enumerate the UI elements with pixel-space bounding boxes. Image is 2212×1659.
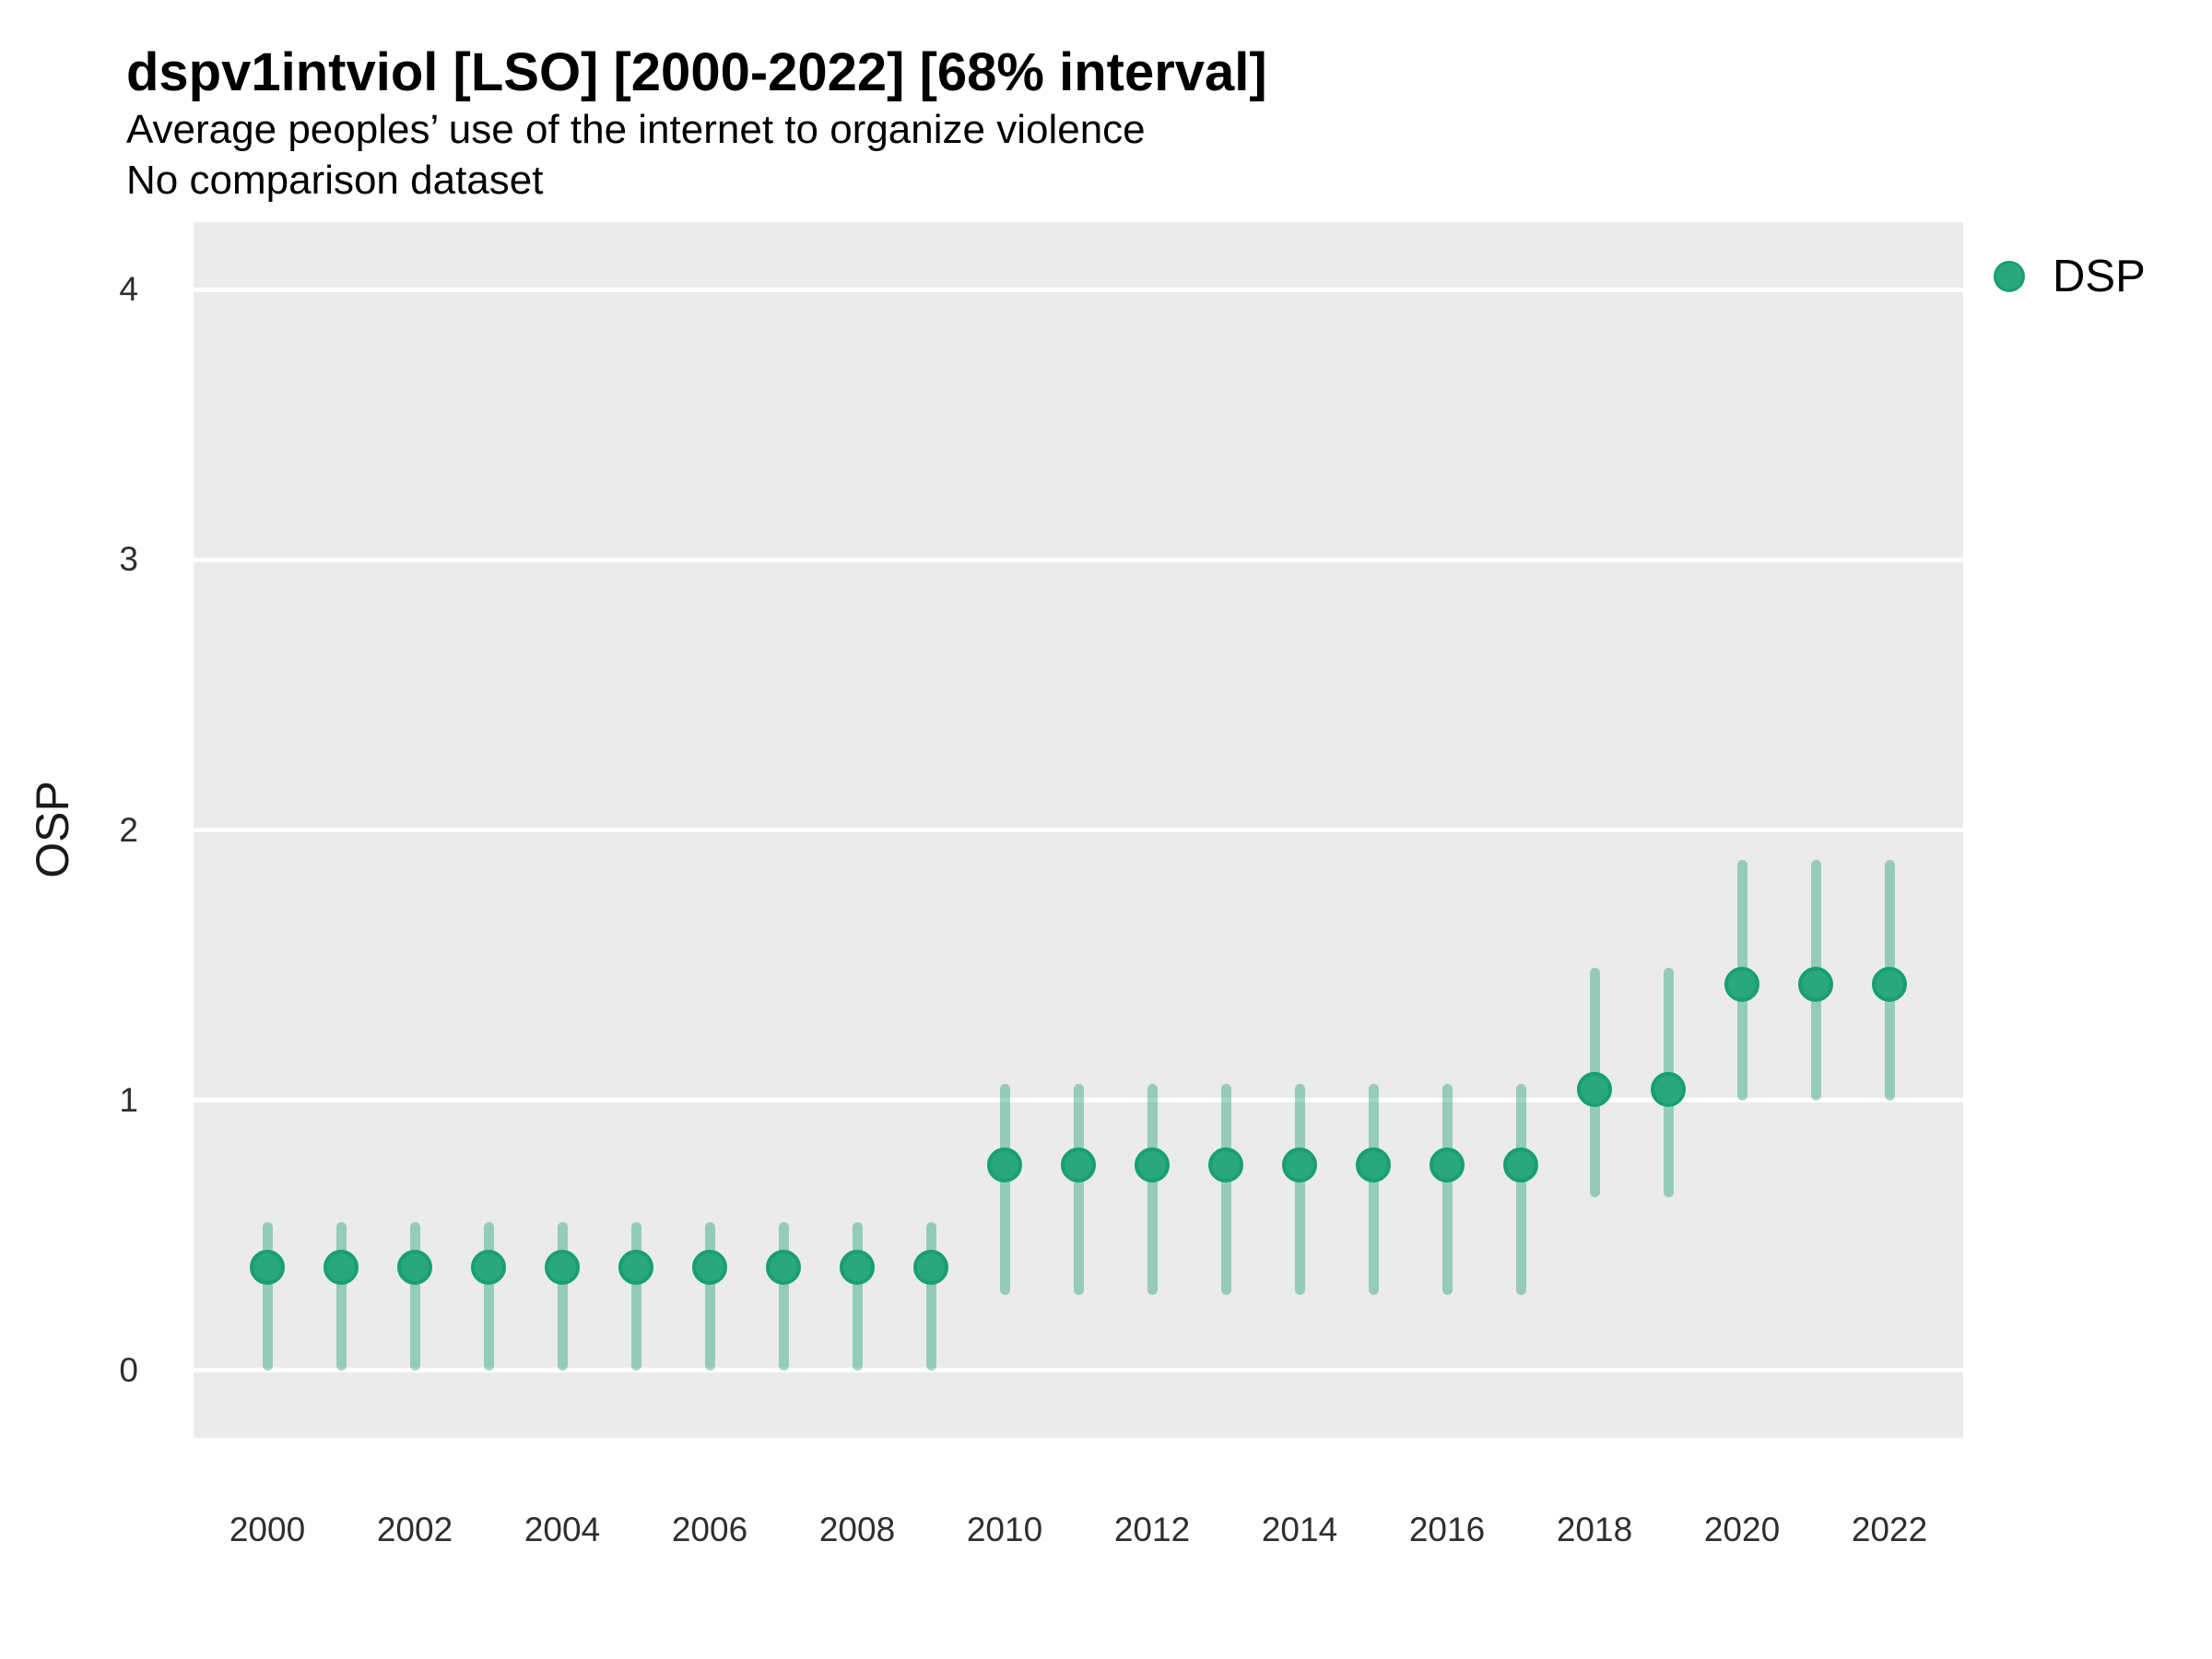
y-tick-label-2: 2 (119, 810, 138, 849)
gridline-y-2 (194, 828, 1963, 832)
data-point-2008 (840, 1250, 875, 1286)
x-tick-label-2006: 2006 (671, 1511, 748, 1548)
y-tick-label-0: 0 (119, 1350, 138, 1389)
x-tick-label-2000: 2000 (229, 1511, 306, 1548)
data-point-2002 (397, 1250, 432, 1286)
x-tick-label-2008: 2008 (818, 1511, 896, 1548)
interval-bar-2000 (262, 1221, 273, 1371)
x-tick-label-2014: 2014 (1261, 1511, 1338, 1548)
interval-bar-2010 (999, 1084, 1010, 1295)
data-point-2020 (1724, 966, 1759, 1002)
data-point-2016 (1430, 1147, 1465, 1182)
data-point-2001 (324, 1250, 359, 1286)
data-point-2018 (1577, 1071, 1612, 1107)
interval-bar-2001 (335, 1221, 347, 1371)
interval-bar-2013 (1220, 1084, 1231, 1295)
x-tick-label-2004: 2004 (524, 1511, 601, 1548)
chart-comparison-note: No comparison dataset (126, 158, 544, 203)
interval-bar-2006 (704, 1221, 715, 1371)
x-tick-label-2020: 2020 (1703, 1511, 1781, 1548)
interval-bar-2011 (1073, 1084, 1084, 1295)
x-tick-label-2016: 2016 (1408, 1511, 1486, 1548)
data-point-2019 (1651, 1071, 1686, 1107)
data-point-2013 (1208, 1147, 1243, 1182)
x-tick-label-2022: 2022 (1851, 1511, 1928, 1548)
chart-title: dspv1intviol [LSO] [2000-2022] [68% inte… (126, 42, 1267, 102)
interval-bar-2007 (778, 1221, 789, 1371)
gridline-y-1 (194, 1098, 1963, 1103)
interval-bar-2012 (1147, 1084, 1158, 1295)
legend-label: DSP (2053, 251, 2146, 301)
interval-bar-2014 (1294, 1084, 1305, 1295)
legend-key-dot (1994, 261, 2025, 292)
interval-bar-2009 (925, 1221, 936, 1371)
gridline-y-0 (194, 1368, 1963, 1373)
gridline-y-4 (194, 287, 1963, 292)
chart-subtitle: Average peoples’ use of the internet to … (126, 107, 1146, 152)
data-point-2015 (1356, 1147, 1391, 1182)
data-point-2006 (692, 1250, 727, 1286)
data-point-2005 (618, 1250, 653, 1286)
plot-panel (194, 222, 1963, 1438)
data-point-2010 (987, 1147, 1022, 1182)
x-tick-label-2010: 2010 (966, 1511, 1043, 1548)
interval-bar-2005 (630, 1221, 641, 1371)
data-point-2007 (766, 1250, 801, 1286)
y-tick-label-4: 4 (119, 270, 138, 309)
interval-bar-2015 (1368, 1084, 1379, 1295)
data-point-2012 (1135, 1147, 1170, 1182)
interval-bar-2017 (1515, 1084, 1526, 1295)
data-point-2011 (1061, 1147, 1096, 1182)
y-tick-label-1: 1 (119, 1080, 138, 1119)
data-point-2014 (1282, 1147, 1317, 1182)
data-point-2022 (1872, 966, 1907, 1002)
interval-bar-2003 (483, 1221, 494, 1371)
data-point-2004 (545, 1250, 580, 1286)
interval-bar-2008 (852, 1221, 863, 1371)
x-tick-label-2018: 2018 (1556, 1511, 1633, 1548)
data-point-2009 (913, 1250, 948, 1286)
legend: DSP (1994, 253, 2146, 299)
interval-bar-2002 (409, 1221, 420, 1371)
data-point-2000 (250, 1250, 285, 1286)
interval-bar-2016 (1441, 1084, 1453, 1295)
data-point-2021 (1798, 966, 1833, 1002)
y-tick-label-3: 3 (119, 540, 138, 579)
gridline-y-3 (194, 557, 1963, 562)
data-point-2003 (471, 1250, 506, 1286)
interval-bar-2004 (557, 1221, 568, 1371)
x-tick-label-2012: 2012 (1113, 1511, 1191, 1548)
data-point-2017 (1503, 1147, 1538, 1182)
x-tick-label-2002: 2002 (376, 1511, 453, 1548)
